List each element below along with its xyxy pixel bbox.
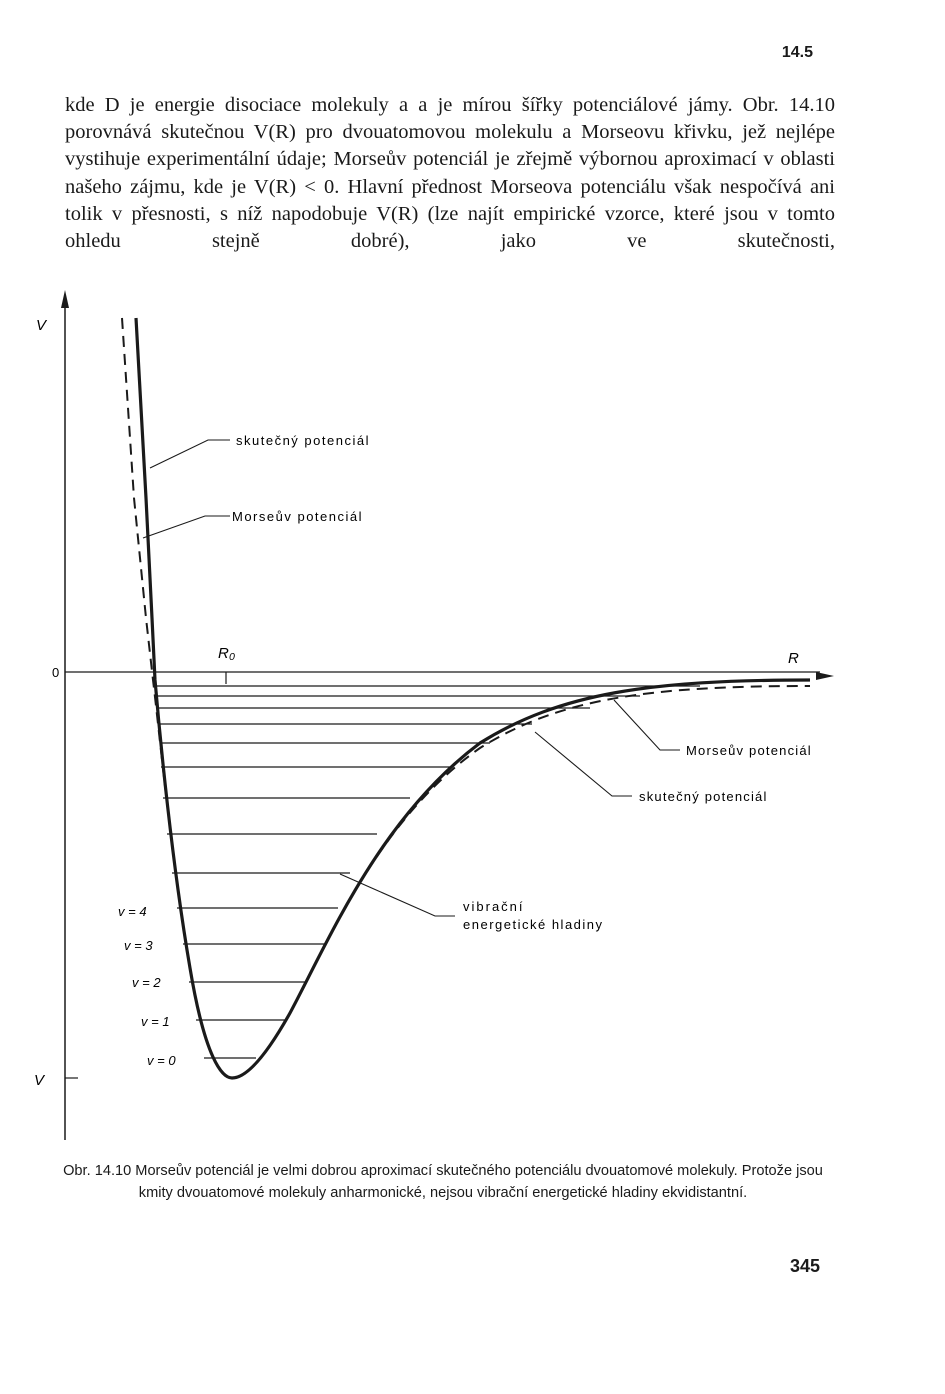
label-actual-potential-lower: skutečný potenciál <box>639 789 768 804</box>
figure-caption: Obr. 14.10 Morseův potenciál je velmi do… <box>63 1163 823 1201</box>
page-number: 345 <box>789 1256 820 1276</box>
leader-morse-upper <box>142 515 230 539</box>
y-axis-label: V <box>36 317 48 334</box>
leader-actual-lower <box>534 731 632 797</box>
level-label-v3: v = 3 <box>124 938 153 953</box>
y-axis-arrow <box>61 290 69 308</box>
label-actual-potential-upper: skutečný potenciál <box>236 433 370 448</box>
leader-levels <box>339 873 455 917</box>
body-paragraph: kde D je energie disociace molekuly a a … <box>65 94 835 253</box>
section-number: 14.5 <box>781 44 813 61</box>
label-morse-potential-lower: Morseův potenciál <box>686 743 812 758</box>
vibrational-levels <box>157 685 700 1059</box>
level-label-v4: v = 4 <box>118 904 147 919</box>
leader-actual-upper <box>149 439 230 469</box>
zero-label: 0 <box>52 665 59 680</box>
leader-lines <box>142 439 680 917</box>
bottom-axis-label: V <box>34 1072 46 1089</box>
x-axis-label: R <box>788 650 799 667</box>
label-vibrational-levels-2: energetické hladiny <box>463 917 604 932</box>
level-label-v2: v = 2 <box>132 975 161 990</box>
morse-curve <box>121 317 811 1080</box>
level-label-v1: v = 1 <box>141 1014 170 1029</box>
leader-morse-lower <box>613 699 680 751</box>
level-label-v0: v = 0 <box>147 1053 176 1068</box>
actual-potential-curve <box>134 317 811 1080</box>
x-axis-arrow <box>816 672 834 680</box>
label-morse-potential-upper: Morseův potenciál <box>232 509 363 524</box>
label-vibrational-levels-1: vibrační <box>463 899 525 914</box>
morse-potential-figure: V 0 V R R₀ skutečný potenciál Morseův po… <box>34 290 834 1140</box>
r0-label: R₀ <box>218 645 235 662</box>
axes <box>61 290 834 1140</box>
